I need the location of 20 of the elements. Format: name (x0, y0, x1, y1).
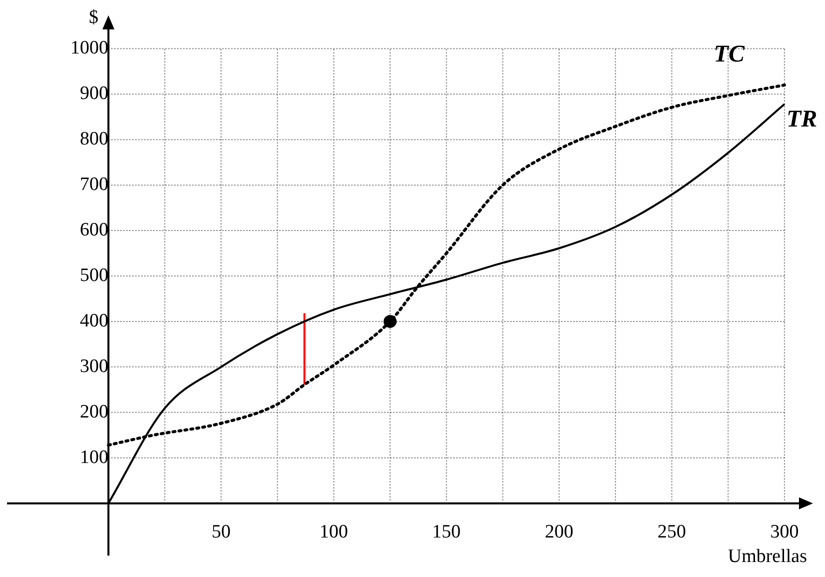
x-axis-title: Umbrellas (728, 546, 807, 567)
y-tick-label: 400 (80, 310, 108, 332)
y-tick-label: 300 (80, 356, 108, 377)
series-label: TC (714, 41, 746, 68)
y-tick-label: 500 (80, 264, 108, 286)
y-tick-label: 900 (80, 83, 108, 104)
x-tick-label: 100 (320, 522, 348, 543)
y-axis-title: $ (88, 6, 98, 28)
series-label: TR (786, 106, 818, 132)
y-tick-label: 800 (80, 128, 108, 150)
y-tick-label: 600 (80, 220, 108, 241)
x-tick-label: 250 (658, 522, 686, 543)
y-tick-label: 100 (80, 446, 108, 468)
y-tick-label: 1000 (70, 38, 108, 59)
y-tick-label: 700 (80, 174, 108, 196)
x-tick-label: 300 (770, 522, 799, 543)
y-tick-label: 200 (80, 401, 108, 422)
x-tick-label: 50 (212, 522, 231, 543)
x-tick-label: 200 (544, 522, 574, 543)
x-tick-label: 150 (432, 522, 461, 543)
